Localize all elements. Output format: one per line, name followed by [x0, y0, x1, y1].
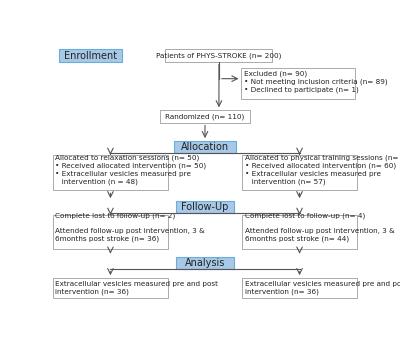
Text: Enrollment: Enrollment: [64, 51, 117, 61]
FancyBboxPatch shape: [58, 49, 122, 62]
FancyBboxPatch shape: [166, 50, 272, 62]
Text: Allocated to relaxation sessions (n= 50)
• Received allocated intervention (n= 5: Allocated to relaxation sessions (n= 50)…: [56, 155, 206, 184]
Text: Allocated to physical training sessions (n= 60)
• Received allocated interventio: Allocated to physical training sessions …: [244, 155, 400, 184]
Text: Allocation: Allocation: [181, 142, 229, 152]
Text: Extracellular vesicles measured pre and post
intervention (n= 36): Extracellular vesicles measured pre and …: [56, 281, 218, 295]
FancyBboxPatch shape: [53, 155, 168, 190]
FancyBboxPatch shape: [242, 155, 357, 190]
FancyBboxPatch shape: [53, 215, 168, 249]
FancyBboxPatch shape: [176, 201, 234, 213]
FancyBboxPatch shape: [176, 257, 234, 269]
Text: Analysis: Analysis: [185, 258, 225, 268]
Text: Excluded (n= 90)
• Not meeting inclusion criteria (n= 89)
• Declined to particip: Excluded (n= 90) • Not meeting inclusion…: [244, 70, 387, 93]
Text: Follow-Up: Follow-Up: [181, 202, 229, 212]
FancyBboxPatch shape: [242, 215, 357, 249]
FancyBboxPatch shape: [242, 278, 357, 298]
Text: Patients of PHYS-STROKE (n= 200): Patients of PHYS-STROKE (n= 200): [156, 52, 282, 59]
FancyBboxPatch shape: [160, 110, 250, 122]
Text: Randomized (n= 110): Randomized (n= 110): [165, 113, 245, 120]
Text: Complete lost to follow-up (n= 2)

Attended follow-up post intervention, 3 &
6mo: Complete lost to follow-up (n= 2) Attend…: [56, 212, 205, 242]
FancyBboxPatch shape: [53, 278, 168, 298]
Text: Complete lost to follow-up (n= 4)

Attended follow-up post intervention, 3 &
6mo: Complete lost to follow-up (n= 4) Attend…: [244, 212, 394, 242]
FancyBboxPatch shape: [242, 68, 354, 99]
FancyBboxPatch shape: [174, 141, 236, 153]
Text: Extracellular vesicles measured pre and post
intervention (n= 36): Extracellular vesicles measured pre and …: [244, 281, 400, 295]
